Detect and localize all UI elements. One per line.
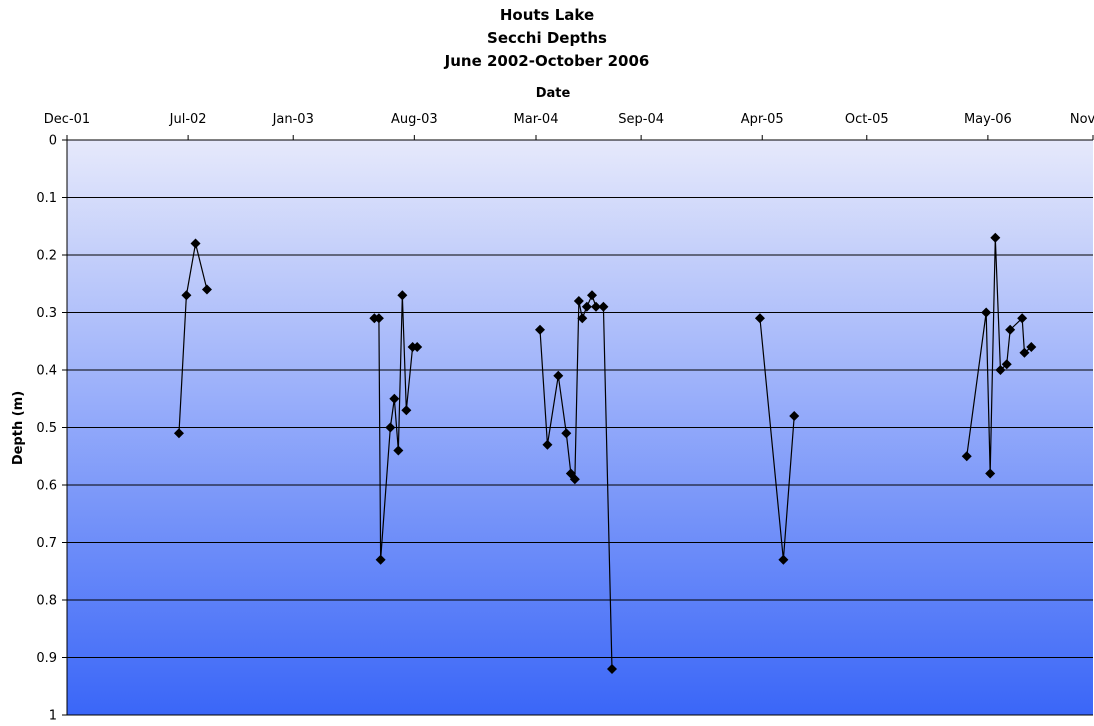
data-point — [1001, 359, 1012, 370]
y-tick-label: 0.3 — [36, 306, 57, 321]
y-tick-label: 0.4 — [36, 364, 57, 379]
y-tick-label: 0.6 — [36, 479, 57, 494]
data-point — [375, 554, 386, 565]
x-tick-label: Jan-03 — [272, 112, 314, 127]
data-point — [598, 301, 609, 312]
y-tick-label: 0.5 — [36, 421, 57, 436]
x-tick-label: Mar-04 — [514, 112, 559, 127]
data-point — [606, 664, 617, 674]
series-line — [374, 295, 418, 560]
gridlines — [67, 197, 1093, 716]
data-point — [586, 290, 597, 301]
data-point — [573, 296, 584, 306]
data-point — [173, 428, 184, 439]
data-point — [373, 313, 384, 324]
x-tick-label: Dec-01 — [44, 112, 90, 127]
y-tick-label: 1 — [49, 709, 57, 724]
y-tick-label: 0.7 — [36, 536, 57, 551]
series-line — [178, 243, 208, 434]
data-point — [985, 468, 996, 479]
x-tick-label: Aug-03 — [391, 112, 438, 127]
chart-title-line-3: June 2002-October 2006 — [444, 52, 650, 70]
data-point — [569, 474, 580, 485]
data-point — [754, 313, 765, 324]
y-axis-ticks: 0 0.1 0.2 0.3 0.4 0.5 0.6 0.7 0.8 0.9 1 — [36, 134, 67, 724]
data-point — [789, 411, 800, 421]
data-point — [1005, 324, 1016, 335]
data-point — [981, 307, 992, 318]
data-point — [577, 313, 588, 324]
x-tick-label: Sep-04 — [618, 112, 664, 127]
x-tick-label: Jul-02 — [169, 112, 207, 127]
series-line — [966, 237, 1032, 474]
data-point — [995, 365, 1006, 375]
x-tick-label: May-06 — [964, 112, 1012, 127]
data-point — [1026, 342, 1037, 352]
data-point — [1019, 347, 1030, 358]
data-point — [401, 405, 412, 416]
data-point — [561, 428, 572, 439]
data-point — [778, 554, 789, 565]
y-tick-label: 0.1 — [36, 191, 57, 206]
data-point — [961, 451, 972, 462]
y-tick-label: 0.2 — [36, 249, 57, 264]
data-point — [542, 439, 553, 450]
chart-title-line-2: Secchi Depths — [487, 29, 607, 47]
x-tick-label: Oct-05 — [845, 112, 889, 127]
y-tick-label: 0.8 — [36, 594, 57, 609]
data-point — [181, 290, 192, 301]
x-axis-ticks: Dec-01 Jul-02 Jan-03 Aug-03 Mar-04 Sep-04 Apr-… — [44, 112, 1094, 140]
data-point — [201, 284, 212, 295]
data-point — [393, 445, 404, 456]
data-point — [385, 422, 396, 433]
data-point — [397, 290, 408, 301]
data-point — [412, 342, 423, 352]
y-tick-label: 0.9 — [36, 651, 57, 666]
chart-title-line-1: Houts Lake — [500, 6, 594, 24]
depth-markers — [173, 232, 1037, 674]
x-tick-label: Nov-06 — [1070, 112, 1094, 127]
data-point — [1017, 313, 1028, 324]
data-point — [535, 324, 546, 335]
data-point — [190, 238, 201, 249]
y-tick-label: 0 — [49, 134, 57, 149]
y-axis-title: Depth (m) — [11, 391, 26, 465]
x-tick-label: Apr-05 — [741, 112, 784, 127]
data-point — [553, 370, 564, 381]
data-point — [590, 301, 601, 312]
x-axis-title: Date — [536, 86, 571, 101]
data-point — [581, 301, 592, 312]
data-point — [990, 232, 1001, 243]
data-point — [389, 393, 400, 404]
